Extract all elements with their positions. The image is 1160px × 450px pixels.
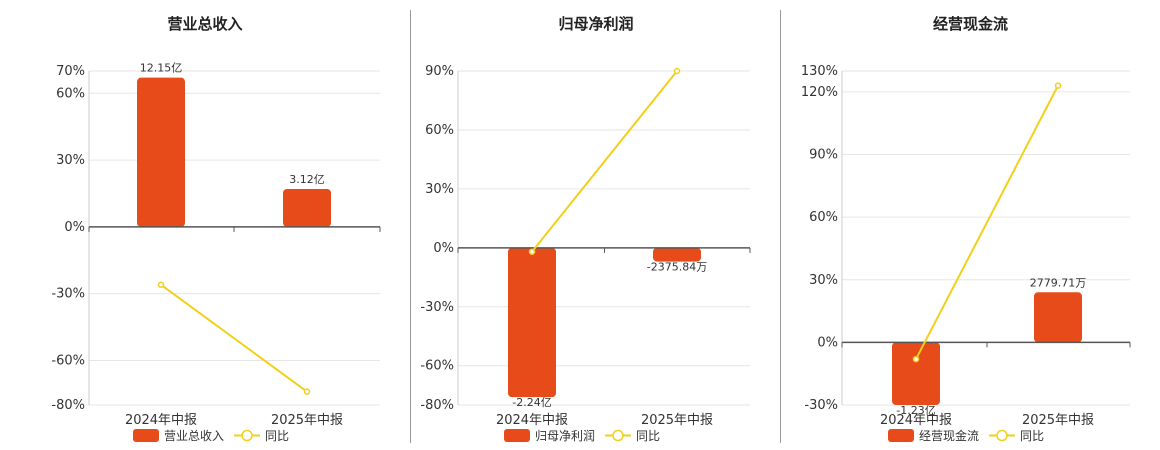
data-label: -2375.84万 bbox=[647, 261, 707, 274]
legend-swatch-bar bbox=[888, 429, 914, 442]
y-tick-label: 0% bbox=[817, 335, 838, 350]
legend-swatch-bar bbox=[133, 429, 159, 442]
y-tick-label: 60% bbox=[809, 210, 838, 225]
legend-label-yoy: 同比 bbox=[636, 429, 660, 443]
y-tick-label: 90% bbox=[425, 64, 454, 79]
data-label: 3.12亿 bbox=[289, 173, 325, 186]
chart-title: 经营现金流 bbox=[932, 15, 1008, 33]
y-tick-label: 0% bbox=[433, 241, 454, 256]
yoy-point bbox=[528, 248, 536, 256]
bar bbox=[1034, 292, 1082, 343]
y-tick-label: -60% bbox=[51, 353, 85, 368]
y-tick-label: -30% bbox=[420, 300, 454, 315]
category-label: 2025年中报 bbox=[641, 413, 713, 428]
chart-title: 归母净利润 bbox=[558, 15, 634, 33]
panel-divider bbox=[410, 10, 411, 443]
category-label: 2025年中报 bbox=[271, 413, 343, 428]
y-tick-label: -30% bbox=[51, 287, 85, 302]
chart-title: 营业总收入 bbox=[167, 15, 243, 33]
y-tick-label: 30% bbox=[56, 153, 85, 168]
bar bbox=[137, 77, 185, 227]
category-label: 2025年中报 bbox=[1022, 413, 1094, 428]
y-tick-label: -80% bbox=[51, 398, 85, 413]
data-label: -2.24亿 bbox=[512, 396, 551, 409]
legend-swatch-bar bbox=[504, 429, 530, 442]
yoy-point bbox=[912, 355, 920, 363]
data-label: 2779.71万 bbox=[1030, 276, 1087, 289]
y-tick-label: 30% bbox=[425, 182, 454, 197]
bar bbox=[508, 247, 556, 398]
chart-panel-net-profit: 归母净利润 90% 60% 30% 0% -30% -60% -80% -2.24亿 -2375… bbox=[411, 0, 781, 450]
y-tick-label: 60% bbox=[56, 86, 85, 101]
legend-swatch-marker bbox=[612, 429, 624, 442]
y-tick-label: 0% bbox=[64, 220, 85, 235]
y-tick-label: 130% bbox=[801, 64, 838, 79]
legend-label-bar: 经营现金流 bbox=[919, 428, 979, 443]
data-label: -1.23亿 bbox=[896, 404, 935, 417]
legend-label-bar: 归母净利润 bbox=[535, 429, 595, 443]
y-tick-label: 60% bbox=[425, 123, 454, 138]
yoy-line bbox=[160, 283, 308, 393]
yoy-point bbox=[673, 67, 681, 75]
yoy-point bbox=[157, 281, 165, 289]
category-label: 2024年中报 bbox=[880, 413, 952, 428]
chart-panel-revenue: 营业总收入 70% 60% 30% 0% -30% -60% -80% 12.15亿 3.12亿… bbox=[0, 0, 410, 450]
y-tick-label: -80% bbox=[420, 398, 454, 413]
y-tick-label: 90% bbox=[809, 148, 838, 163]
bar bbox=[892, 342, 940, 405]
bar bbox=[283, 189, 331, 227]
y-tick-label: 70% bbox=[56, 64, 85, 79]
yoy-line bbox=[531, 70, 678, 253]
yoy-line bbox=[915, 85, 1059, 360]
y-tick-label: -30% bbox=[804, 398, 838, 413]
legend-label-bar: 营业总收入 bbox=[164, 429, 224, 443]
chart-revenue: 70% 60% 30% 0% -30% -60% -80% 12.15亿 3.12亿 2024年中… bbox=[51, 62, 381, 443]
yoy-point bbox=[1054, 82, 1062, 89]
legend-swatch-marker bbox=[996, 429, 1008, 442]
legend-swatch-marker bbox=[241, 429, 253, 442]
chart-panel-cash-flow: 经营现金流 130% 120% 90% 60% 30% 0% -30% -1.23亿 2779.… bbox=[781, 0, 1160, 450]
y-tick-label: -60% bbox=[420, 359, 454, 374]
category-label: 2024年中报 bbox=[496, 413, 568, 428]
chart-cash-flow: 130% 120% 90% 60% 30% 0% -30% -1.23亿 2779.71万 202… bbox=[801, 64, 1131, 443]
yoy-point bbox=[303, 388, 311, 395]
panel-divider bbox=[780, 10, 781, 443]
data-label: 12.15亿 bbox=[140, 62, 183, 75]
bar bbox=[653, 247, 701, 262]
category-label: 2024年中报 bbox=[125, 413, 197, 428]
legend-label-yoy: 同比 bbox=[1020, 429, 1044, 443]
y-tick-label: 30% bbox=[809, 273, 838, 288]
y-tick-label: 120% bbox=[801, 85, 838, 100]
chart-net-profit: 90% 60% 30% 0% -30% -60% -80% -2.24亿 -2375.84万 20… bbox=[420, 64, 751, 443]
legend-label-yoy: 同比 bbox=[265, 429, 289, 443]
